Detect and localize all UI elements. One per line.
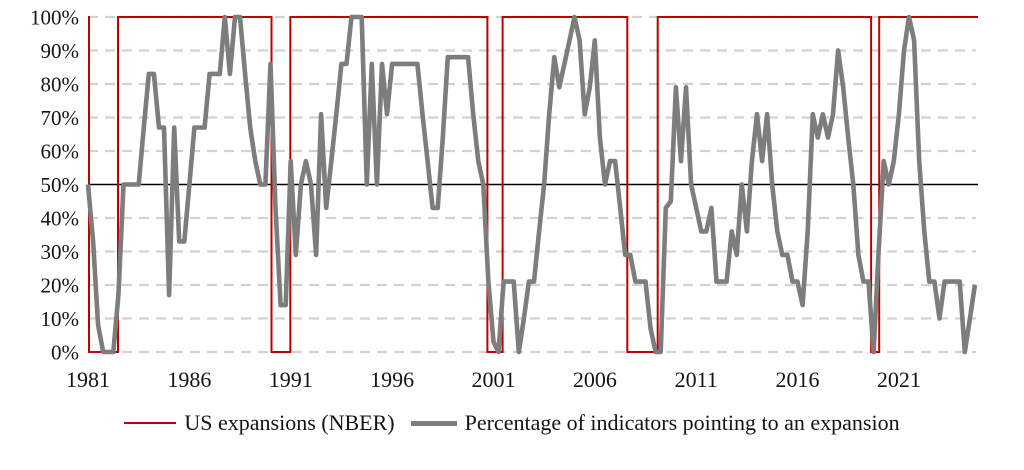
y-axis-label-60: 60% (41, 139, 80, 163)
y-axis-label-30: 30% (41, 240, 80, 264)
y-axis-label-20: 20% (41, 273, 80, 297)
series-us-expansions-nber (88, 16, 978, 353)
legend-gray-line-swatch (410, 420, 457, 426)
legend-red-line-swatch (124, 422, 177, 424)
legend-label-indicator-percentage: Percentage of indicators pointing to an … (464, 410, 900, 435)
x-axis-label-2011: 2011 (675, 367, 718, 392)
y-axis-label-70: 70% (41, 106, 80, 130)
y-axis-label-10: 10% (41, 307, 80, 331)
x-axis-label-1986: 1986 (167, 367, 211, 392)
x-axis-label-2006: 2006 (573, 367, 617, 392)
y-axis-label-50: 50% (41, 173, 80, 197)
y-axis-label-0: 0% (51, 340, 79, 364)
y-axis-label-100: 100% (30, 5, 79, 29)
series-indicator-percentage (85, 14, 978, 355)
y-axis-label-90: 90% (41, 39, 80, 63)
x-axis-label-1981: 1981 (66, 367, 110, 392)
legend-label-us-expansions: US expansions (NBER) (184, 410, 395, 435)
x-axis-label-2001: 2001 (471, 367, 515, 392)
x-axis-label-2016: 2016 (776, 367, 820, 392)
legend: US expansions (NBER) Percentage of indic… (0, 410, 1024, 436)
legend-item-indicator-percentage: Percentage of indicators pointing to an … (410, 410, 900, 436)
y-axis-label-80: 80% (41, 72, 80, 96)
x-axis-label-1991: 1991 (269, 367, 313, 392)
legend-item-us-expansions: US expansions (NBER) (124, 410, 395, 436)
y-axis-label-40: 40% (41, 206, 80, 230)
x-axis-label-2021: 2021 (877, 367, 921, 392)
x-axis-label-1996: 1996 (370, 367, 414, 392)
